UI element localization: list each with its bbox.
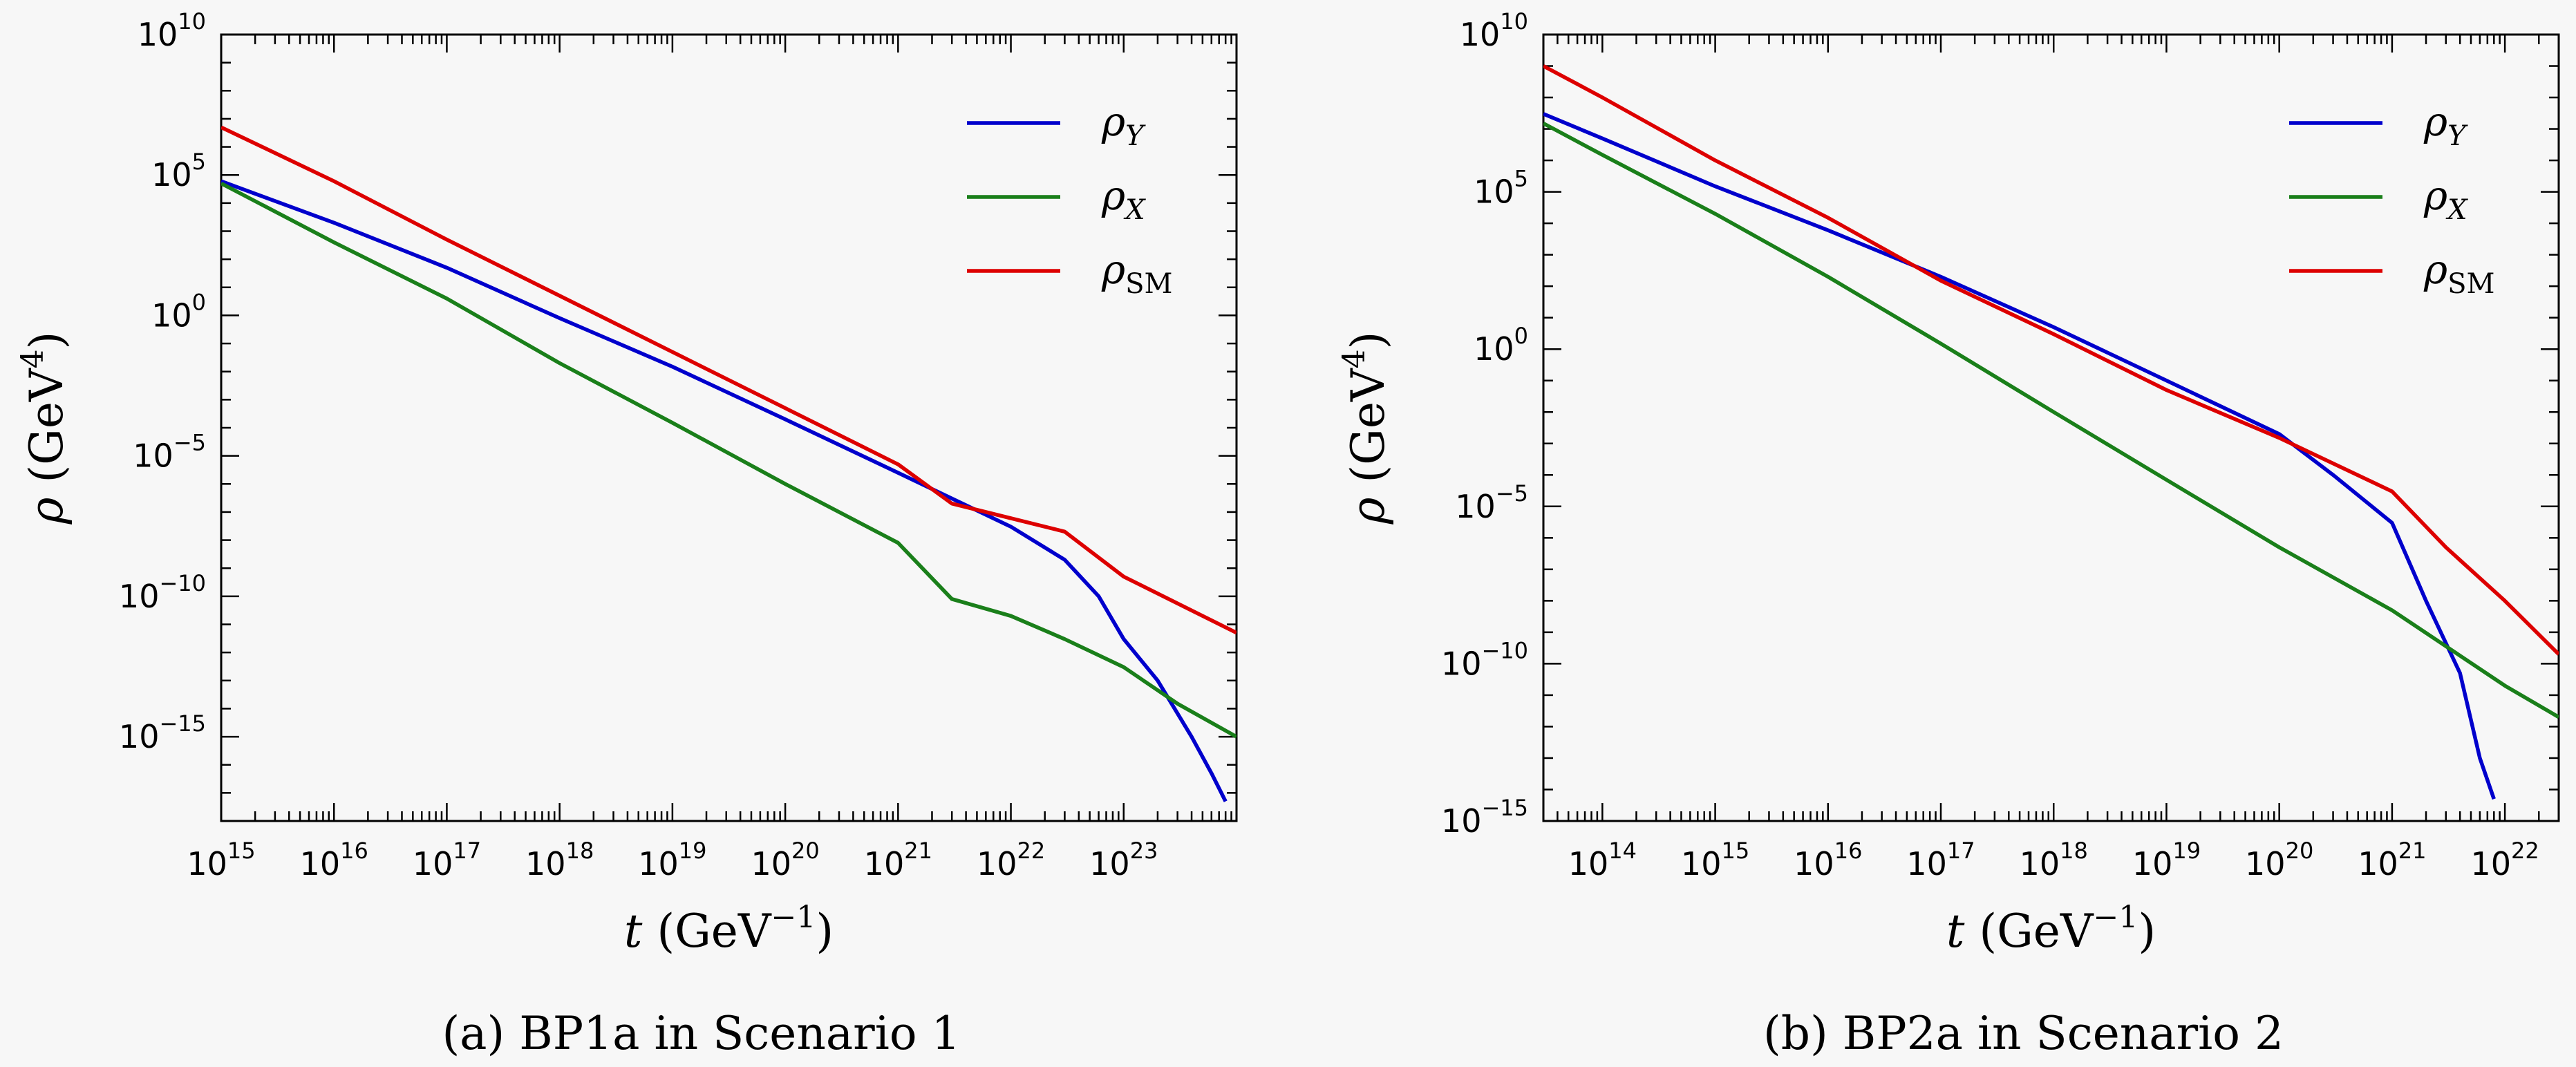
x-tick-label: 1017 bbox=[413, 838, 481, 882]
y-tick-label: 105 bbox=[151, 149, 206, 193]
y-tick-label: 100 bbox=[151, 289, 206, 334]
chart-panel-0: 1015 1016 1017 1018 1019 1020 1021 1022 1023 1010… bbox=[15, 8, 1238, 1060]
legend-label: ρX bbox=[2423, 172, 2468, 226]
tick-marks bbox=[220, 33, 1238, 822]
y-tick-label: 10−15 bbox=[1441, 795, 1528, 840]
x-tick-label: 1022 bbox=[977, 838, 1045, 882]
y-tick-label: 105 bbox=[1474, 166, 1528, 211]
chart-panel-1: 1014 1015 1016 1017 1018 1019 1020 1021 1022 1010… bbox=[1337, 8, 2560, 1060]
y-axis-label: ρ (GeV4) bbox=[1337, 332, 1395, 525]
x-tick-label: 1015 bbox=[187, 838, 255, 882]
x-tick-label: 1021 bbox=[2358, 838, 2426, 882]
y-tick-label: 1010 bbox=[138, 8, 206, 53]
legend-label: ρX bbox=[1101, 172, 1146, 226]
x-tick-label: 1022 bbox=[2470, 838, 2539, 882]
series-line-x bbox=[1543, 122, 2559, 719]
x-tick-label: 1019 bbox=[2132, 838, 2201, 882]
series-line-sm bbox=[1543, 64, 2559, 656]
y-tick-label: 100 bbox=[1474, 323, 1528, 368]
y-tick-label: 10−10 bbox=[1441, 637, 1528, 682]
series-line-x bbox=[221, 181, 1237, 739]
legend-label: ρSM bbox=[1101, 246, 1172, 300]
x-tick-label: 1021 bbox=[864, 838, 932, 882]
series-line-sm bbox=[221, 125, 1237, 635]
x-tick-label: 1015 bbox=[1681, 838, 1749, 882]
x-tick-label: 1017 bbox=[1906, 838, 1975, 882]
series-line-y bbox=[221, 179, 1228, 802]
plot-frame bbox=[220, 33, 1238, 822]
tick-marks bbox=[1542, 33, 2560, 822]
series-line-y bbox=[1543, 112, 2496, 800]
y-tick-label: 1010 bbox=[1460, 8, 1528, 53]
legend: ρY ρX ρSM bbox=[2289, 98, 2494, 300]
x-tick-label: 1020 bbox=[751, 838, 819, 882]
y-axis-label: ρ (GeV4) bbox=[15, 332, 73, 525]
x-tick-label: 1018 bbox=[525, 838, 594, 882]
legend-label: ρY bbox=[2423, 98, 2468, 152]
legend-label: ρSM bbox=[2423, 246, 2494, 300]
y-tick-label: 10−5 bbox=[133, 430, 206, 475]
y-tick-label: 10−5 bbox=[1455, 480, 1528, 525]
legend: ρY ρX ρSM bbox=[967, 98, 1172, 300]
x-tick-label: 1019 bbox=[638, 838, 706, 882]
x-tick-label: 1016 bbox=[300, 838, 368, 882]
y-tick-label: 10−15 bbox=[119, 710, 206, 755]
x-tick-label: 1014 bbox=[1568, 838, 1637, 882]
x-axis-label: t (GeV−1) bbox=[1946, 900, 2156, 958]
x-tick-label: 1018 bbox=[2020, 838, 2088, 882]
x-tick-label: 1023 bbox=[1089, 838, 1158, 882]
x-axis-label: t (GeV−1) bbox=[624, 900, 834, 958]
plot-frame bbox=[1542, 33, 2560, 822]
x-tick-label: 1020 bbox=[2245, 838, 2313, 882]
x-tick-label: 1016 bbox=[1794, 838, 1862, 882]
legend-label: ρY bbox=[1101, 98, 1146, 152]
figure-caption: (b) BP2a in Scenario 2 bbox=[1763, 1007, 2284, 1060]
y-tick-label: 10−10 bbox=[119, 570, 206, 615]
figure-caption: (a) BP1a in Scenario 1 bbox=[442, 1007, 960, 1060]
